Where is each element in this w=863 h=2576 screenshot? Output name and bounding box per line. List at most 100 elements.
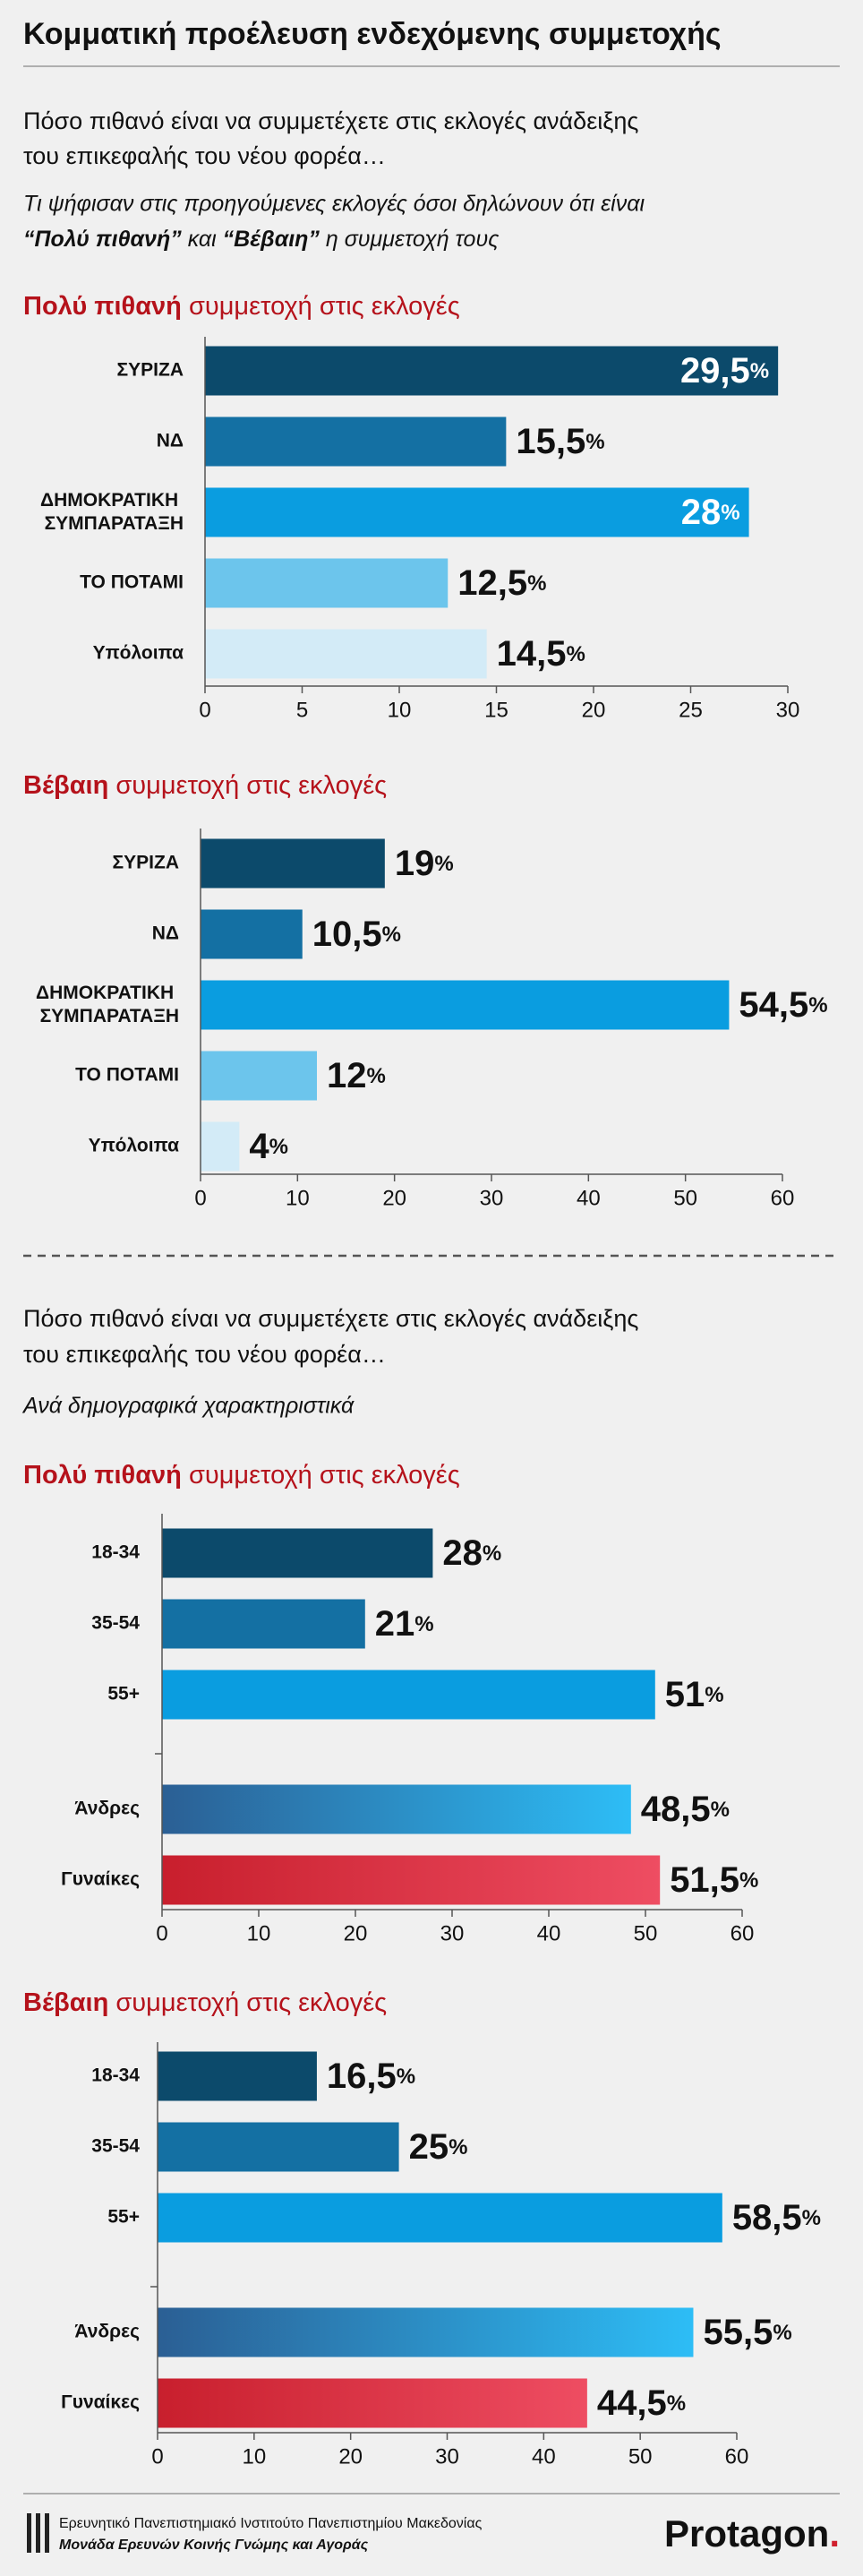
value-label: 12,5% <box>457 563 546 603</box>
value-label: 28% <box>442 1533 501 1573</box>
chart-title: Βέβαιη συμμετοχή στις εκλογές <box>23 1988 387 2017</box>
x-tick-label: 10 <box>247 1921 271 1945</box>
category-label: 18-34 <box>91 1542 140 1563</box>
category-label: ΤΟ ΠΟΤΑΜΙ <box>75 1065 179 1086</box>
x-tick-label: 40 <box>537 1921 561 1945</box>
value-label: 25% <box>409 2127 468 2167</box>
value-label: 48,5% <box>641 1790 730 1829</box>
value-label: 54,5% <box>739 985 827 1025</box>
bar <box>158 2378 587 2428</box>
category-label: ΤΟ ΠΟΤΑΜΙ <box>80 572 184 593</box>
bar <box>158 2193 722 2243</box>
category-label: ΣΥΡΙΖΑ <box>117 360 184 381</box>
x-tick-label: 50 <box>628 2444 653 2469</box>
x-tick-label: 10 <box>242 2444 266 2469</box>
question: Πόσο πιθανό είναι να συμμετέχετε στις εκ… <box>23 1305 638 1332</box>
x-tick-label: 30 <box>435 2444 459 2469</box>
chart-title-emphasis: Πολύ πιθανή <box>23 1461 182 1490</box>
value-label: 10,5% <box>312 914 401 954</box>
page-title: Κομματική προέλευση ενδεχόμενης συμμετοχ… <box>23 17 722 51</box>
bar <box>201 1051 317 1101</box>
note: Τι ψήφισαν στις προηγούμενες εκλογές όσο… <box>23 192 645 217</box>
note: “Πολύ πιθανή” και “Βέβαιη” η συμμετοχή τ… <box>23 227 500 252</box>
value-label: 19% <box>395 844 454 883</box>
x-tick-label: 20 <box>382 1186 406 1210</box>
x-tick-label: 0 <box>151 2444 163 2469</box>
footer-logo <box>27 2513 49 2553</box>
category-label: 55+ <box>107 2207 140 2228</box>
brand: Protagon. <box>664 2512 840 2555</box>
value-label: 55,5% <box>703 2313 791 2352</box>
x-tick-label: 25 <box>679 698 703 722</box>
chart-title-emphasis: Βέβαιη <box>23 771 108 800</box>
value-label: 21% <box>375 1604 434 1644</box>
chart-title: Πολύ πιθανή συμμετοχή στις εκλογές <box>23 292 460 321</box>
category-label: Γυναίκες <box>61 2392 140 2413</box>
bar <box>205 487 749 537</box>
bar <box>205 629 487 679</box>
chart-title: Πολύ πιθανή συμμετοχή στις εκλογές <box>23 1461 460 1490</box>
bar <box>158 2307 694 2357</box>
value-label: 14,5% <box>497 634 585 674</box>
question: Πόσο πιθανό είναι να συμμετέχετε στις εκ… <box>23 107 638 134</box>
chart-title-text: συμμετοχή στις εκλογές <box>189 292 460 321</box>
value-label: 15,5% <box>516 422 604 461</box>
bar <box>205 558 449 608</box>
note-emphasis: “Βέβαιη” <box>223 227 320 252</box>
value-label: 44,5% <box>597 2383 686 2423</box>
category-label: ΝΔ <box>157 431 184 451</box>
bar <box>162 1528 433 1578</box>
chart-title-emphasis: Πολύ πιθανή <box>23 292 182 321</box>
note-emphasis: “Πολύ πιθανή” <box>23 227 182 252</box>
bar <box>162 1784 631 1834</box>
chart-title-text: συμμετοχή στις εκλογές <box>189 1461 460 1490</box>
category-label: Άνδρες <box>74 2322 140 2342</box>
value-label: 28% <box>681 493 740 532</box>
x-tick-label: 20 <box>338 2444 363 2469</box>
note-text: η συμμετοχή τους <box>326 227 500 252</box>
category-label: Άνδρες <box>74 1799 140 1819</box>
bar <box>201 980 730 1030</box>
category-label: Υπόλοιπα <box>93 643 184 664</box>
bar <box>201 838 385 889</box>
value-label: 12% <box>327 1056 386 1095</box>
category-label: ΔΗΜΟΚΡΑΤΙΚΗ ΣΥΜΠΑΡΑΤΑΞΗ <box>36 983 179 1026</box>
value-label: 58,5% <box>732 2198 821 2237</box>
x-tick-label: 0 <box>194 1186 206 1210</box>
category-label: Γυναίκες <box>61 1869 140 1890</box>
category-label: 35-54 <box>91 1613 140 1634</box>
footer-text: Ερευνητικό Πανεπιστημιακό Ινστιτούτο Παν… <box>59 2516 483 2531</box>
bar <box>162 1599 365 1649</box>
value-label: 51,5% <box>670 1860 758 1900</box>
bar <box>158 2051 317 2101</box>
value-label: 16,5% <box>327 2057 415 2096</box>
value-label: 4% <box>249 1127 288 1166</box>
x-tick-label: 10 <box>286 1186 310 1210</box>
x-tick-label: 30 <box>776 698 800 722</box>
x-tick-label: 0 <box>199 698 210 722</box>
bar <box>201 909 303 959</box>
category-label: 18-34 <box>91 2065 140 2086</box>
note-text: και <box>188 227 217 252</box>
chart-title-emphasis: Βέβαιη <box>23 1988 108 2017</box>
category-label: 55+ <box>107 1684 140 1704</box>
value-label: 51% <box>665 1675 724 1714</box>
x-tick-label: 60 <box>731 1921 755 1945</box>
note: Ανά δημογραφικά χαρακτηριστικά <box>21 1394 355 1419</box>
x-tick-label: 60 <box>771 1186 795 1210</box>
bar <box>162 1855 661 1905</box>
x-tick-label: 50 <box>634 1921 658 1945</box>
x-tick-label: 60 <box>725 2444 749 2469</box>
bar <box>201 1121 240 1172</box>
x-tick-label: 20 <box>344 1921 368 1945</box>
chart-title: Βέβαιη συμμετοχή στις εκλογές <box>23 771 387 800</box>
value-label: 29,5% <box>680 351 769 391</box>
question: του επικεφαλής του νέου φορέα… <box>23 142 386 169</box>
category-label: Υπόλοιπα <box>89 1136 179 1156</box>
bar <box>158 2122 399 2172</box>
x-tick-label: 30 <box>480 1186 504 1210</box>
category-label: 35-54 <box>91 2136 140 2157</box>
x-tick-label: 20 <box>582 698 606 722</box>
bar <box>205 346 779 396</box>
